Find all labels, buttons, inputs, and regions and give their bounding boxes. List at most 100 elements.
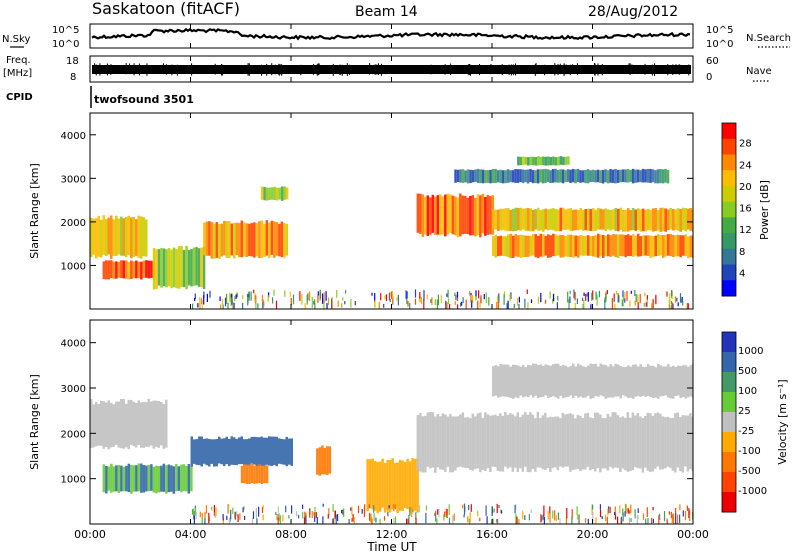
power-ground-scatter xyxy=(461,301,463,306)
power-scatter-strip xyxy=(522,208,525,230)
power-scatter-strip xyxy=(263,186,266,201)
power-ground-scatter xyxy=(540,292,542,303)
power-scatter-strip xyxy=(562,207,565,230)
power-scatter-strip xyxy=(557,235,560,256)
power-ground-scatter xyxy=(668,299,670,309)
velocity-ground-scatter xyxy=(228,518,230,524)
power-ground-scatter xyxy=(477,300,479,309)
velocity-ground-scatter xyxy=(193,515,195,524)
power-ground-scatter xyxy=(567,291,569,303)
power-ground-scatter xyxy=(674,296,677,303)
power-ground-scatter xyxy=(518,303,520,309)
velocity-scatter-strip xyxy=(674,367,677,396)
power-ground-scatter xyxy=(613,293,615,302)
power-scatter-strip xyxy=(195,247,198,286)
power-scatter-strip xyxy=(531,170,535,184)
velocity-scatter-strip xyxy=(177,466,181,491)
power-ground-scatter xyxy=(219,296,221,302)
power-ground-scatter xyxy=(671,290,673,297)
velocity-ground-scatter xyxy=(353,517,355,524)
power-scatter-strip xyxy=(421,194,425,237)
velocity-colorbar-tick: 1000 xyxy=(738,346,763,357)
velocity-scatter-strip xyxy=(152,466,156,493)
power-scatter-strip xyxy=(547,209,550,231)
power-scatter-strip xyxy=(554,208,557,232)
power-scatter-strip xyxy=(654,235,657,257)
power-ground-scatter xyxy=(273,289,275,296)
power-ground-scatter xyxy=(275,300,278,309)
power-scatter-strip xyxy=(566,169,570,182)
power-scatter-strip xyxy=(497,236,500,257)
velocity-scatter-strip xyxy=(667,364,670,398)
power-scatter-strip xyxy=(125,216,128,258)
velocity-scatter-strip xyxy=(180,464,183,493)
power-scatter-strip xyxy=(497,209,500,231)
velocity-scatter-strip xyxy=(564,365,567,398)
power-scatter-strip xyxy=(544,168,547,183)
power-scatter-strip xyxy=(517,156,520,166)
power-scatter-strip xyxy=(687,208,690,230)
power-ground-scatter xyxy=(537,296,539,304)
velocity-scatter-strip xyxy=(661,416,665,470)
power-scatter-strip xyxy=(669,208,672,230)
velocity-scatter-strip xyxy=(651,415,655,472)
velocity-ground-scatter xyxy=(636,516,638,524)
nsky-tick-top: 10^5 xyxy=(52,25,79,36)
power-scatter-strip xyxy=(627,208,630,232)
velocity-ground-scatter xyxy=(549,512,551,523)
power-scatter-strip xyxy=(642,235,645,256)
power-ground-scatter xyxy=(374,292,376,303)
power-ground-scatter xyxy=(389,299,391,303)
velocity-ground-scatter xyxy=(387,508,389,517)
power-ground-scatter xyxy=(299,291,301,301)
power-scatter-strip xyxy=(105,219,108,256)
power-scatter-strip xyxy=(506,169,510,183)
velocity-scatter-strip xyxy=(616,415,620,468)
power-ground-scatter xyxy=(445,300,447,309)
power-ground-scatter xyxy=(257,303,259,309)
velocity-scatter-strip xyxy=(634,364,637,397)
power-scatter-strip xyxy=(215,222,219,258)
power-scatter-strip xyxy=(619,234,622,256)
power-ground-scatter xyxy=(222,304,224,309)
power-scatter-strip xyxy=(564,209,567,230)
power-ground-scatter xyxy=(510,292,512,300)
power-ground-scatter xyxy=(469,291,471,296)
power-scatter-strip xyxy=(220,223,224,257)
power-ground-scatter xyxy=(447,298,450,304)
velocity-scatter-strip xyxy=(609,416,612,467)
velocity-scatter-strip xyxy=(584,367,587,398)
power-ground-scatter xyxy=(605,292,607,303)
power-scatter-strip xyxy=(626,168,630,183)
velocity-ground-scatter xyxy=(468,504,470,511)
velocity-scatter-strip xyxy=(278,438,281,464)
power-scatter-strip xyxy=(476,168,480,183)
power-scatter-strip xyxy=(213,223,216,259)
velocity-scatter-strip xyxy=(243,464,246,484)
power-scatter-strip xyxy=(589,170,592,183)
power-scatter-strip xyxy=(280,186,284,201)
power-ground-scatter xyxy=(606,290,608,295)
power-scatter-strip xyxy=(102,261,106,280)
power-scatter-strip xyxy=(439,194,442,236)
freq-tick-top: 18 xyxy=(66,56,79,67)
velocity-scatter-strip xyxy=(388,459,392,513)
velocity-scatter-strip xyxy=(509,366,512,399)
velocity-scatter-strip xyxy=(413,458,417,511)
velocity-scatter-strip xyxy=(542,365,545,397)
velocity-scatter-strip xyxy=(230,436,233,465)
velocity-ground-scatter xyxy=(496,503,498,514)
power-scatter-strip xyxy=(90,217,93,258)
velocity-ground-scatter xyxy=(642,513,645,520)
power-ground-scatter xyxy=(583,292,585,296)
velocity-ground-scatter xyxy=(565,517,567,524)
power-ground-scatter xyxy=(440,295,442,304)
velocity-scatter-strip xyxy=(142,465,146,493)
velocity-scatter-strip xyxy=(255,437,258,466)
power-scatter-strip xyxy=(544,156,548,166)
power-scatter-strip xyxy=(606,170,610,184)
velocity-scatter-strip xyxy=(514,416,517,468)
power-scatter-strip xyxy=(509,170,512,183)
velocity-ground-scatter xyxy=(528,514,530,521)
power-scatter-strip xyxy=(594,235,597,257)
